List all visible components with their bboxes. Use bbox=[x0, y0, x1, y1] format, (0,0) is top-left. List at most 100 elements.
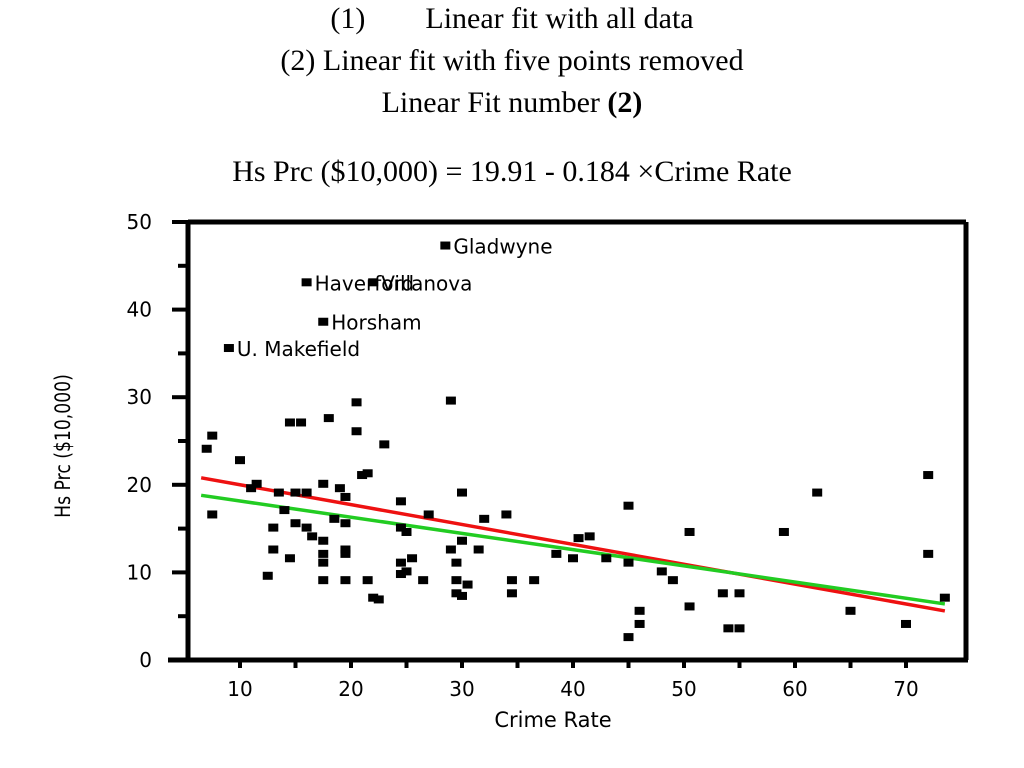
x-tick-label: 60 bbox=[782, 677, 807, 701]
data-point bbox=[778, 527, 789, 536]
data-point bbox=[939, 593, 950, 602]
data-point bbox=[923, 549, 934, 558]
data-point bbox=[329, 514, 340, 523]
data-point bbox=[395, 558, 406, 567]
data-point bbox=[373, 595, 384, 604]
data-point bbox=[340, 519, 351, 528]
data-point bbox=[207, 431, 218, 440]
data-point bbox=[279, 506, 290, 515]
data-point bbox=[307, 532, 318, 541]
x-tick-label: 20 bbox=[338, 677, 363, 701]
data-point bbox=[457, 488, 467, 497]
data-point bbox=[923, 471, 934, 480]
y-tick-label: 30 bbox=[127, 385, 152, 409]
data-point bbox=[207, 510, 218, 519]
data-point bbox=[296, 418, 307, 427]
data-point bbox=[529, 576, 540, 585]
x-tick-label: 30 bbox=[449, 677, 474, 701]
data-point bbox=[318, 479, 329, 488]
data-point bbox=[623, 633, 634, 642]
fit-lines bbox=[200, 476, 946, 613]
point-label: Haverford bbox=[315, 271, 415, 295]
data-point bbox=[501, 510, 512, 519]
data-point bbox=[284, 418, 295, 427]
data-point bbox=[368, 593, 379, 602]
data-point bbox=[318, 558, 329, 567]
fit-line-red bbox=[200, 476, 946, 613]
data-point bbox=[401, 527, 412, 536]
data-point bbox=[201, 444, 212, 453]
data-point bbox=[395, 570, 406, 579]
data-point bbox=[340, 492, 351, 501]
heading-line-3-text: Linear Fit number bbox=[381, 86, 600, 119]
data-point bbox=[901, 619, 911, 628]
data-point bbox=[473, 545, 484, 554]
labeled-data-point bbox=[368, 278, 379, 287]
data-point bbox=[268, 545, 279, 554]
data-point bbox=[362, 576, 373, 585]
data-point bbox=[301, 488, 312, 497]
data-point bbox=[457, 591, 467, 600]
data-point bbox=[684, 602, 695, 611]
labeled-data-point bbox=[440, 241, 451, 250]
fit-equation: Hs Prc ($10,000) = 19.91 - 0.184 ×Crime … bbox=[232, 155, 792, 188]
data-point bbox=[845, 606, 856, 615]
data-point bbox=[451, 558, 462, 567]
fit-line-green bbox=[200, 493, 946, 606]
data-point bbox=[351, 427, 362, 436]
point-label: Horsham bbox=[331, 311, 421, 335]
data-point bbox=[246, 484, 257, 493]
labeled-data-point bbox=[223, 344, 234, 353]
data-point bbox=[551, 549, 562, 558]
y-axis-label: Hs Prc ($10,000) bbox=[50, 374, 75, 518]
heading-line-1-number: (1) bbox=[330, 2, 366, 35]
data-point bbox=[273, 488, 284, 497]
data-point bbox=[634, 619, 645, 628]
data-point bbox=[340, 545, 351, 554]
data-point bbox=[723, 624, 734, 633]
data-point bbox=[262, 571, 273, 580]
x-tick-label: 10 bbox=[227, 677, 252, 701]
heading-line-1-text: Linear fit with all data bbox=[425, 2, 694, 35]
data-point bbox=[634, 606, 645, 615]
heading-line-2: (2) Linear fit with five points removed bbox=[280, 44, 744, 77]
data-point bbox=[251, 479, 262, 488]
data-point bbox=[401, 567, 412, 576]
labeled-data-point bbox=[301, 278, 312, 287]
data-point bbox=[479, 514, 490, 523]
heading-line-1: (1) Linear fit with all data bbox=[0, 2, 1024, 36]
data-point bbox=[334, 484, 345, 493]
data-point bbox=[812, 488, 823, 497]
data-point bbox=[379, 440, 390, 449]
data-point bbox=[684, 527, 695, 536]
data-point bbox=[667, 576, 678, 585]
data-point bbox=[451, 576, 462, 585]
x-tick-label: 70 bbox=[893, 677, 918, 701]
heading-line-3-bold: (2) bbox=[607, 86, 643, 119]
data-point bbox=[418, 576, 429, 585]
data-point bbox=[362, 469, 373, 478]
data-point bbox=[506, 576, 517, 585]
heading-line-3: Linear Fit number (2) bbox=[0, 86, 1024, 120]
point-label: U. Makefield bbox=[237, 337, 360, 361]
data-point bbox=[395, 523, 406, 532]
y-tick-label: 20 bbox=[127, 473, 152, 497]
data-point bbox=[623, 501, 634, 510]
data-point bbox=[318, 536, 329, 545]
data-point bbox=[506, 589, 517, 598]
data-point bbox=[290, 519, 301, 528]
x-axis-label: Crime Rate bbox=[494, 708, 611, 732]
data-point bbox=[717, 589, 728, 598]
x-tick-label: 40 bbox=[560, 677, 585, 701]
data-point bbox=[457, 536, 467, 545]
data-point bbox=[407, 554, 418, 563]
y-tick-label: 50 bbox=[127, 210, 152, 234]
data-point bbox=[656, 567, 667, 576]
axis-ticks: 0 10 20 30 40 50 10 20 30 40 50 60 70 bbox=[127, 210, 919, 701]
data-point bbox=[357, 471, 368, 480]
data-point bbox=[734, 624, 745, 633]
labeled-data-point bbox=[318, 317, 329, 326]
data-point bbox=[445, 396, 456, 405]
data-point bbox=[573, 534, 584, 543]
